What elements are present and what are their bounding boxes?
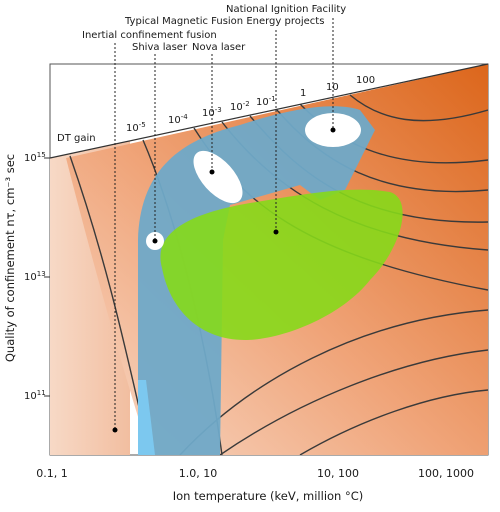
gain-contour-line — [299, 389, 488, 455]
gain-label-1e-2: 10-2 — [230, 100, 250, 113]
x-tick-label-1: 1.0, 10 — [179, 467, 217, 480]
icf-stem — [138, 380, 155, 455]
leader-dots — [112, 127, 336, 433]
label-icf: Inertial confinement fusion — [82, 30, 217, 41]
x-tick-label-0: 0.1, 1 — [36, 467, 68, 480]
icf-region — [160, 189, 403, 340]
dot-icf — [112, 427, 118, 433]
dot-nova — [209, 169, 215, 175]
dot-mfe — [273, 229, 279, 235]
gain-contour-line — [349, 94, 488, 122]
gain-label-1: 1 — [300, 88, 306, 99]
gain-label-1e-1: 10-1 — [256, 95, 276, 108]
leader-lines — [114, 18, 334, 430]
y-tick-label-13: 1013 — [24, 270, 46, 283]
dot-nif — [330, 127, 336, 133]
gain-label-1e-5: 10-5 — [126, 121, 146, 134]
x-tick-label-2: 10, 100 — [317, 467, 359, 480]
x-axis-title: Ion temperature (keV, million °C) — [173, 489, 364, 503]
gain-label-10: 10 — [326, 82, 339, 93]
dt-gain-label: DT gain — [57, 133, 96, 144]
plot-boundary-line — [49, 63, 489, 159]
nova-ellipse — [193, 150, 243, 204]
dot-shiva — [152, 238, 158, 244]
y-axis-title: Quality of confinement nτ, cm⁻³ sec — [3, 154, 17, 362]
gain-contour-line — [219, 349, 488, 455]
gain-label-1e-3: 10-3 — [202, 106, 222, 119]
label-mfe: Typical Magnetic Fusion Energy projects — [124, 16, 324, 27]
label-nova: Nova laser — [192, 42, 246, 53]
label-nif: National Ignition Facility — [226, 4, 346, 15]
x-tick-label-3: 100, 1000 — [418, 467, 474, 480]
label-shiva: Shiva laser — [132, 42, 188, 53]
gain-label-100: 100 — [356, 75, 375, 86]
y-ticks — [44, 157, 50, 397]
gain-label-1e-4: 10-4 — [168, 113, 188, 126]
y-tick-label-11: 1011 — [24, 389, 46, 402]
y-tick-label-15: 1015 — [24, 151, 46, 164]
gain-labels: 10-5 10-4 10-3 10-2 10-1 1 10 100 — [126, 75, 375, 134]
